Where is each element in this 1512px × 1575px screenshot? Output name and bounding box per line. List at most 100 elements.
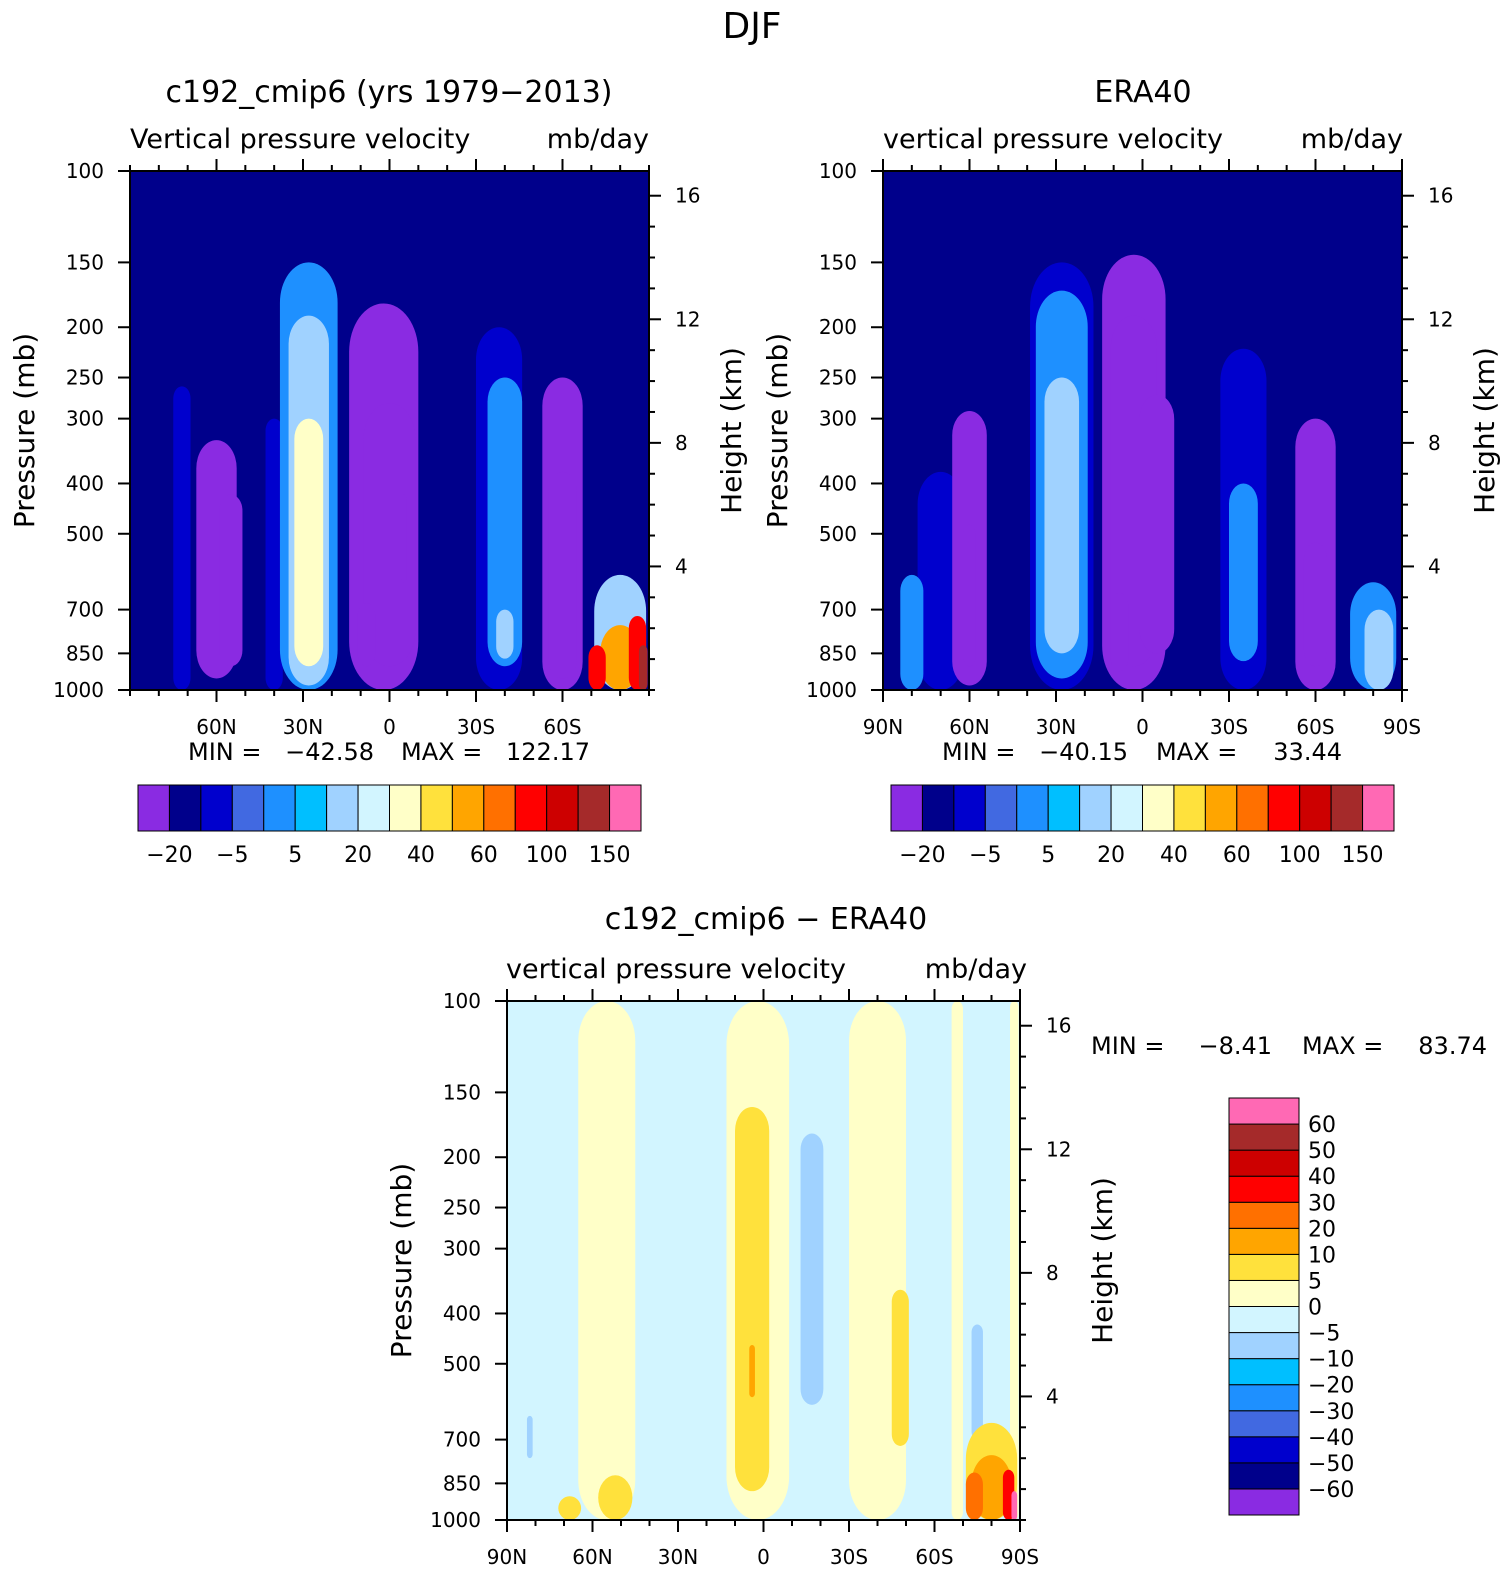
colorbar-label: 0	[1308, 1296, 1322, 1321]
y-tick-label: 850	[819, 641, 857, 665]
panel-model-subtitle-right: mb/day	[547, 124, 649, 155]
panel-diff-subtitle-right: mb/day	[925, 954, 1027, 985]
colorbar-label: −20	[899, 843, 945, 868]
x-tick-label: 60N	[196, 715, 236, 739]
panel-diff-subtitle-left: vertical pressure velocity	[506, 954, 846, 985]
panel-diff-min-value: −8.41	[1198, 1032, 1272, 1060]
x-tick-label: 0	[383, 715, 396, 739]
contour-region	[891, 1289, 909, 1446]
y-tick-label: 300	[66, 407, 104, 431]
contour-region	[578, 1001, 636, 1520]
x-tick-label: 90S	[1001, 1545, 1039, 1569]
colorbar-label: −40	[1308, 1426, 1354, 1451]
colorbar-swatch	[326, 784, 359, 832]
colorbar-swatch	[200, 784, 233, 832]
colorbar-swatch	[389, 784, 422, 832]
y-right-tick-label: 4	[1046, 1384, 1059, 1408]
colorbar-swatch	[1228, 1227, 1300, 1255]
colorbar-swatch	[1228, 1306, 1300, 1334]
colorbar-label: 20	[344, 843, 372, 868]
x-tick-label: 60S	[915, 1545, 953, 1569]
contour-region	[951, 1001, 963, 1520]
colorbar-label: 40	[1308, 1165, 1336, 1190]
colorbar-label: −30	[1308, 1400, 1354, 1425]
x-tick-label: 60N	[949, 715, 989, 739]
y-tick-label: 100	[819, 159, 857, 183]
y-tick-label: 200	[819, 315, 857, 339]
colorbar-swatch	[1228, 1201, 1300, 1229]
panel-obs: ERA40 vertical pressure velocity mb/day …	[761, 75, 1501, 868]
x-tick-label: 30S	[830, 1545, 868, 1569]
y-right-tick-label: 4	[675, 554, 688, 578]
panel-model-colorbar: −20 −5 5 20 40 60 100 150	[137, 784, 642, 868]
panel-obs-min-label: MIN =	[942, 738, 1015, 766]
colorbar-swatch	[1228, 1488, 1300, 1516]
y-right-tick-label: 4	[1428, 554, 1441, 578]
colorbar-swatch	[921, 784, 955, 832]
contour-region	[357, 603, 376, 667]
contour-region	[363, 403, 416, 667]
colorbar-swatch	[231, 784, 265, 832]
colorbar-swatch	[1228, 1279, 1300, 1307]
colorbar-swatch	[1110, 784, 1143, 832]
x-tick-label: 90S	[1383, 715, 1421, 739]
colorbar-swatch	[1236, 784, 1269, 832]
y-tick-label: 150	[819, 250, 857, 274]
panel-diff-min-label: MIN =	[1091, 1032, 1164, 1060]
contour-region	[1229, 483, 1258, 662]
y-tick-label: 100	[443, 989, 481, 1013]
colorbar-swatch	[1173, 784, 1206, 832]
contour-region	[1044, 377, 1080, 654]
panel-obs-max-label: MAX =	[1156, 738, 1237, 766]
x-tick-label: 30N	[1036, 715, 1076, 739]
y-right-tick-label: 16	[1428, 184, 1453, 208]
x-tick-label: 90N	[863, 715, 903, 739]
panel-diff-max-label: MAX =	[1302, 1032, 1383, 1060]
colorbar-swatch	[609, 784, 642, 832]
contour-region	[1303, 542, 1328, 667]
y-right-tick-label: 8	[1428, 431, 1441, 455]
contour-region	[1110, 592, 1129, 672]
panel-model-min-value: −42.58	[285, 738, 374, 766]
colorbar-label: 20	[1308, 1217, 1336, 1242]
y-tick-label: 700	[819, 598, 857, 622]
y-axis-label: Pressure (mb)	[8, 333, 41, 528]
panel-obs-min-value: −40.15	[1039, 738, 1128, 766]
y-right-axis-label: Height (km)	[1468, 347, 1501, 514]
contour-region	[735, 1106, 770, 1492]
colorbar-swatch	[546, 784, 579, 832]
x-tick-label: 30S	[1210, 715, 1248, 739]
x-tick-label: 60S	[543, 715, 581, 739]
x-tick-label: 60S	[1296, 715, 1334, 739]
panel-diff-max-value: 83.74	[1418, 1032, 1487, 1060]
y-tick-label: 850	[443, 1471, 481, 1495]
y-axis-label: Pressure (mb)	[761, 333, 794, 528]
colorbar-swatch	[514, 784, 548, 832]
y-tick-label: 400	[66, 471, 104, 495]
contour-region	[265, 418, 283, 690]
colorbar-label: −5	[216, 843, 248, 868]
y-tick-label: 300	[443, 1237, 481, 1261]
y-tick-label: 200	[443, 1145, 481, 1169]
panel-model-title: c192_cmip6 (yrs 1979−2013)	[166, 75, 613, 110]
colorbar-label: −60	[1308, 1478, 1354, 1503]
colorbar-label: 100	[526, 843, 568, 868]
contour-region	[219, 494, 243, 667]
panel-model-max-label: MAX =	[401, 738, 482, 766]
y-right-tick-label: 8	[675, 431, 688, 455]
colorbar-label: 60	[1223, 843, 1251, 868]
colorbar-swatch	[263, 784, 296, 832]
colorbar-swatch	[137, 784, 170, 832]
contour-region	[526, 1415, 533, 1459]
colorbar-swatch	[1228, 1253, 1300, 1281]
colorbar-label: 60	[470, 843, 498, 868]
y-right-tick-label: 12	[1046, 1137, 1071, 1161]
contour-region	[558, 1496, 582, 1520]
colorbar-label: 60	[1308, 1113, 1336, 1138]
colorbar-swatch	[953, 784, 986, 832]
x-tick-label: 0	[757, 1545, 770, 1569]
y-right-axis-label: Height (km)	[715, 347, 748, 514]
contour-region	[749, 1344, 755, 1398]
contour-region	[638, 645, 648, 690]
